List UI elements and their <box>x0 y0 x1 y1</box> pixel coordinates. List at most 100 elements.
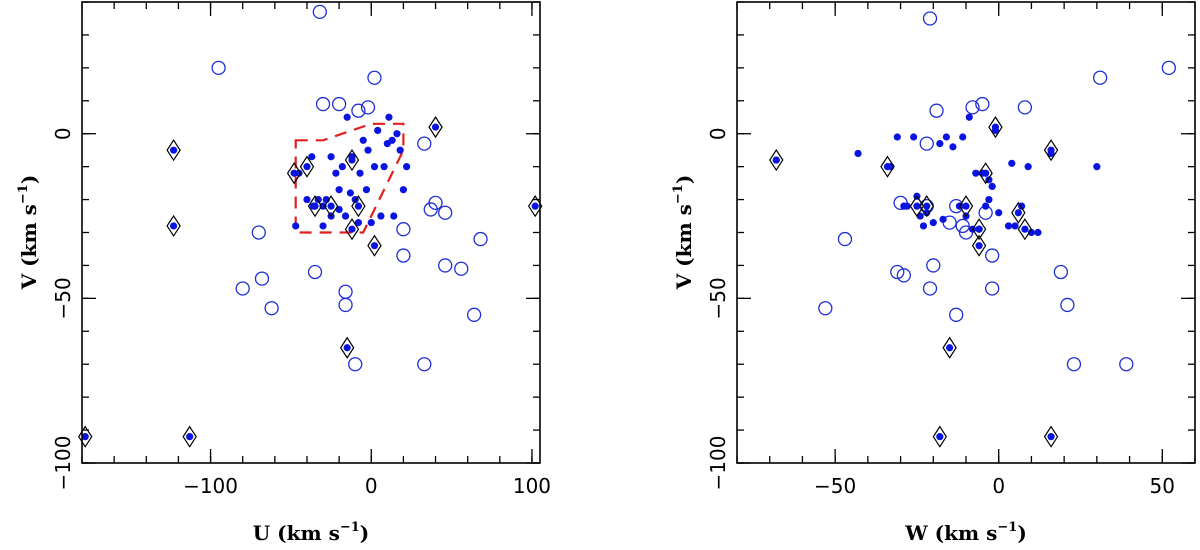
left-open-circle-point <box>417 357 432 372</box>
right-open-circle-point <box>929 103 944 118</box>
right-filled-dot-point <box>1024 163 1032 171</box>
left-open-circle-point <box>312 4 327 20</box>
right-filled-dot-point <box>1027 228 1036 237</box>
left-open-circle-point <box>211 60 226 76</box>
right-x-axis-label: W (km s−1) <box>904 520 1027 545</box>
right-diamond-center-dot <box>772 156 780 164</box>
left-diamond-marker <box>323 195 339 218</box>
left-filled-dot-point <box>292 222 300 230</box>
left-open-circle-point <box>351 103 366 118</box>
left-filled-dot-point <box>362 186 371 194</box>
right-diamond-center-dot <box>913 202 921 210</box>
right-filled-dot-point <box>910 133 918 141</box>
left-filled-dot-point <box>343 113 351 121</box>
right-x-tick-label: 0 <box>992 474 1005 498</box>
right-diamond-marker <box>958 195 974 218</box>
left-filled-dot-point <box>332 169 340 177</box>
right-y-axis-label: V (km s−1) <box>671 175 696 291</box>
right-diamond-center-dot <box>991 123 1000 131</box>
right-open-circle-point <box>926 258 941 273</box>
left-diamond-center-dot <box>354 202 363 210</box>
left-diamond-center-dot <box>348 225 356 233</box>
left-diamond-center-dot <box>81 433 89 441</box>
left-open-circle-point <box>438 258 453 273</box>
right-filled-dot-point <box>972 169 980 177</box>
right-open-circle-point <box>818 301 833 316</box>
left-diamond-center-dot <box>186 433 194 441</box>
right-filled-dot-point <box>936 139 944 148</box>
right-diamond-marker <box>1043 139 1059 162</box>
right-open-circle-point <box>985 248 1000 263</box>
left-diamond-marker <box>339 336 355 359</box>
right-filled-dot-point <box>1004 222 1013 230</box>
right-axis-ticks: −50 0 50 −100 −50 0 <box>706 1 1196 498</box>
left-diamond-marker <box>344 218 360 241</box>
left-filled-dot-point <box>341 212 350 220</box>
left-diamond-marker <box>299 155 315 178</box>
left-diamond-center-dot <box>370 242 379 250</box>
left-filled-dot-point <box>327 153 335 161</box>
left-filled-dot-point <box>388 136 396 144</box>
left-open-circle-point <box>338 297 353 313</box>
left-filled-dot-point <box>370 163 379 171</box>
left-open-circle-point <box>315 96 331 112</box>
right-open-circle-point <box>1053 264 1069 280</box>
left-diamond-marker <box>182 425 197 448</box>
left-open-circle-point <box>428 195 443 211</box>
left-diamond-marker <box>77 425 93 448</box>
right-diamond-marker <box>1017 218 1033 241</box>
left-open-circle-point <box>417 136 432 151</box>
left-diamond-center-dot <box>311 202 319 210</box>
left-open-circle-point <box>254 271 270 286</box>
left-x-tick-label: 0 <box>365 474 378 498</box>
left-open-circle-point <box>454 261 469 276</box>
right-diamond-marker <box>932 425 948 448</box>
right-diamond-center-dot <box>982 169 990 177</box>
right-diamond-marker <box>978 162 993 185</box>
right-open-circle-point <box>896 268 911 283</box>
right-diamond-center-dot <box>1047 433 1055 441</box>
right-filled-dot-point <box>929 219 937 227</box>
right-open-circle-point <box>837 231 853 247</box>
right-diamond-marker <box>769 148 784 172</box>
left-filled-dot-point <box>354 219 363 227</box>
left-open-circle-point <box>438 205 453 220</box>
right-x-tick-label: 50 <box>1150 474 1175 498</box>
left-diamond-center-dot <box>170 146 178 154</box>
right-filled-dot-point <box>1008 159 1016 167</box>
left-open-circle-point <box>473 231 488 247</box>
left-axis-ticks: −100 0 100 −100 −50 0 <box>51 1 551 498</box>
right-diamond-center-dot <box>923 202 931 210</box>
right-diamond-center-dot <box>936 433 944 441</box>
left-x-tick-label: −100 <box>183 474 238 498</box>
right-x-tick-label: −50 <box>814 474 856 498</box>
left-diamond-marker <box>367 234 382 257</box>
right-open-circle-point <box>1092 70 1108 85</box>
right-filled-dot-point <box>1011 222 1019 230</box>
left-diamond-marker <box>351 195 366 218</box>
left-filled-dot-point <box>364 146 372 154</box>
right-diamond-marker <box>988 116 1003 139</box>
right-panel-w-v: −50 0 50 −100 −50 0 W (km s−1) V (km s−1) <box>671 1 1196 545</box>
left-x-axis-label: U (km s−1) <box>253 520 370 545</box>
left-y-tick-label: −50 <box>51 277 75 319</box>
left-selection-region <box>294 122 405 234</box>
left-filled-dot-point <box>377 212 385 220</box>
right-diamond-marker <box>1011 201 1026 224</box>
left-open-circle-point <box>264 301 279 316</box>
left-filled-dot-point <box>393 130 401 138</box>
right-diamond-center-dot <box>1014 209 1022 217</box>
left-filled-dot-point <box>367 219 375 227</box>
right-filled-dot-point <box>919 222 928 230</box>
left-diamond-center-dot <box>531 202 539 210</box>
right-open-circle-point <box>965 100 980 115</box>
left-open-circle-point <box>331 96 347 112</box>
left-panel-u-v: −100 0 100 −100 −50 0 U (km s−1) V (km s−1) <box>16 1 551 545</box>
left-diamond-marker <box>344 148 360 172</box>
left-diamond-marker <box>307 195 323 218</box>
right-diamond-center-dot <box>975 242 983 250</box>
left-filled-dot-point <box>403 163 411 171</box>
left-y-axis-label: V (km s−1) <box>16 175 41 291</box>
right-filled-dot-point <box>995 209 1003 217</box>
